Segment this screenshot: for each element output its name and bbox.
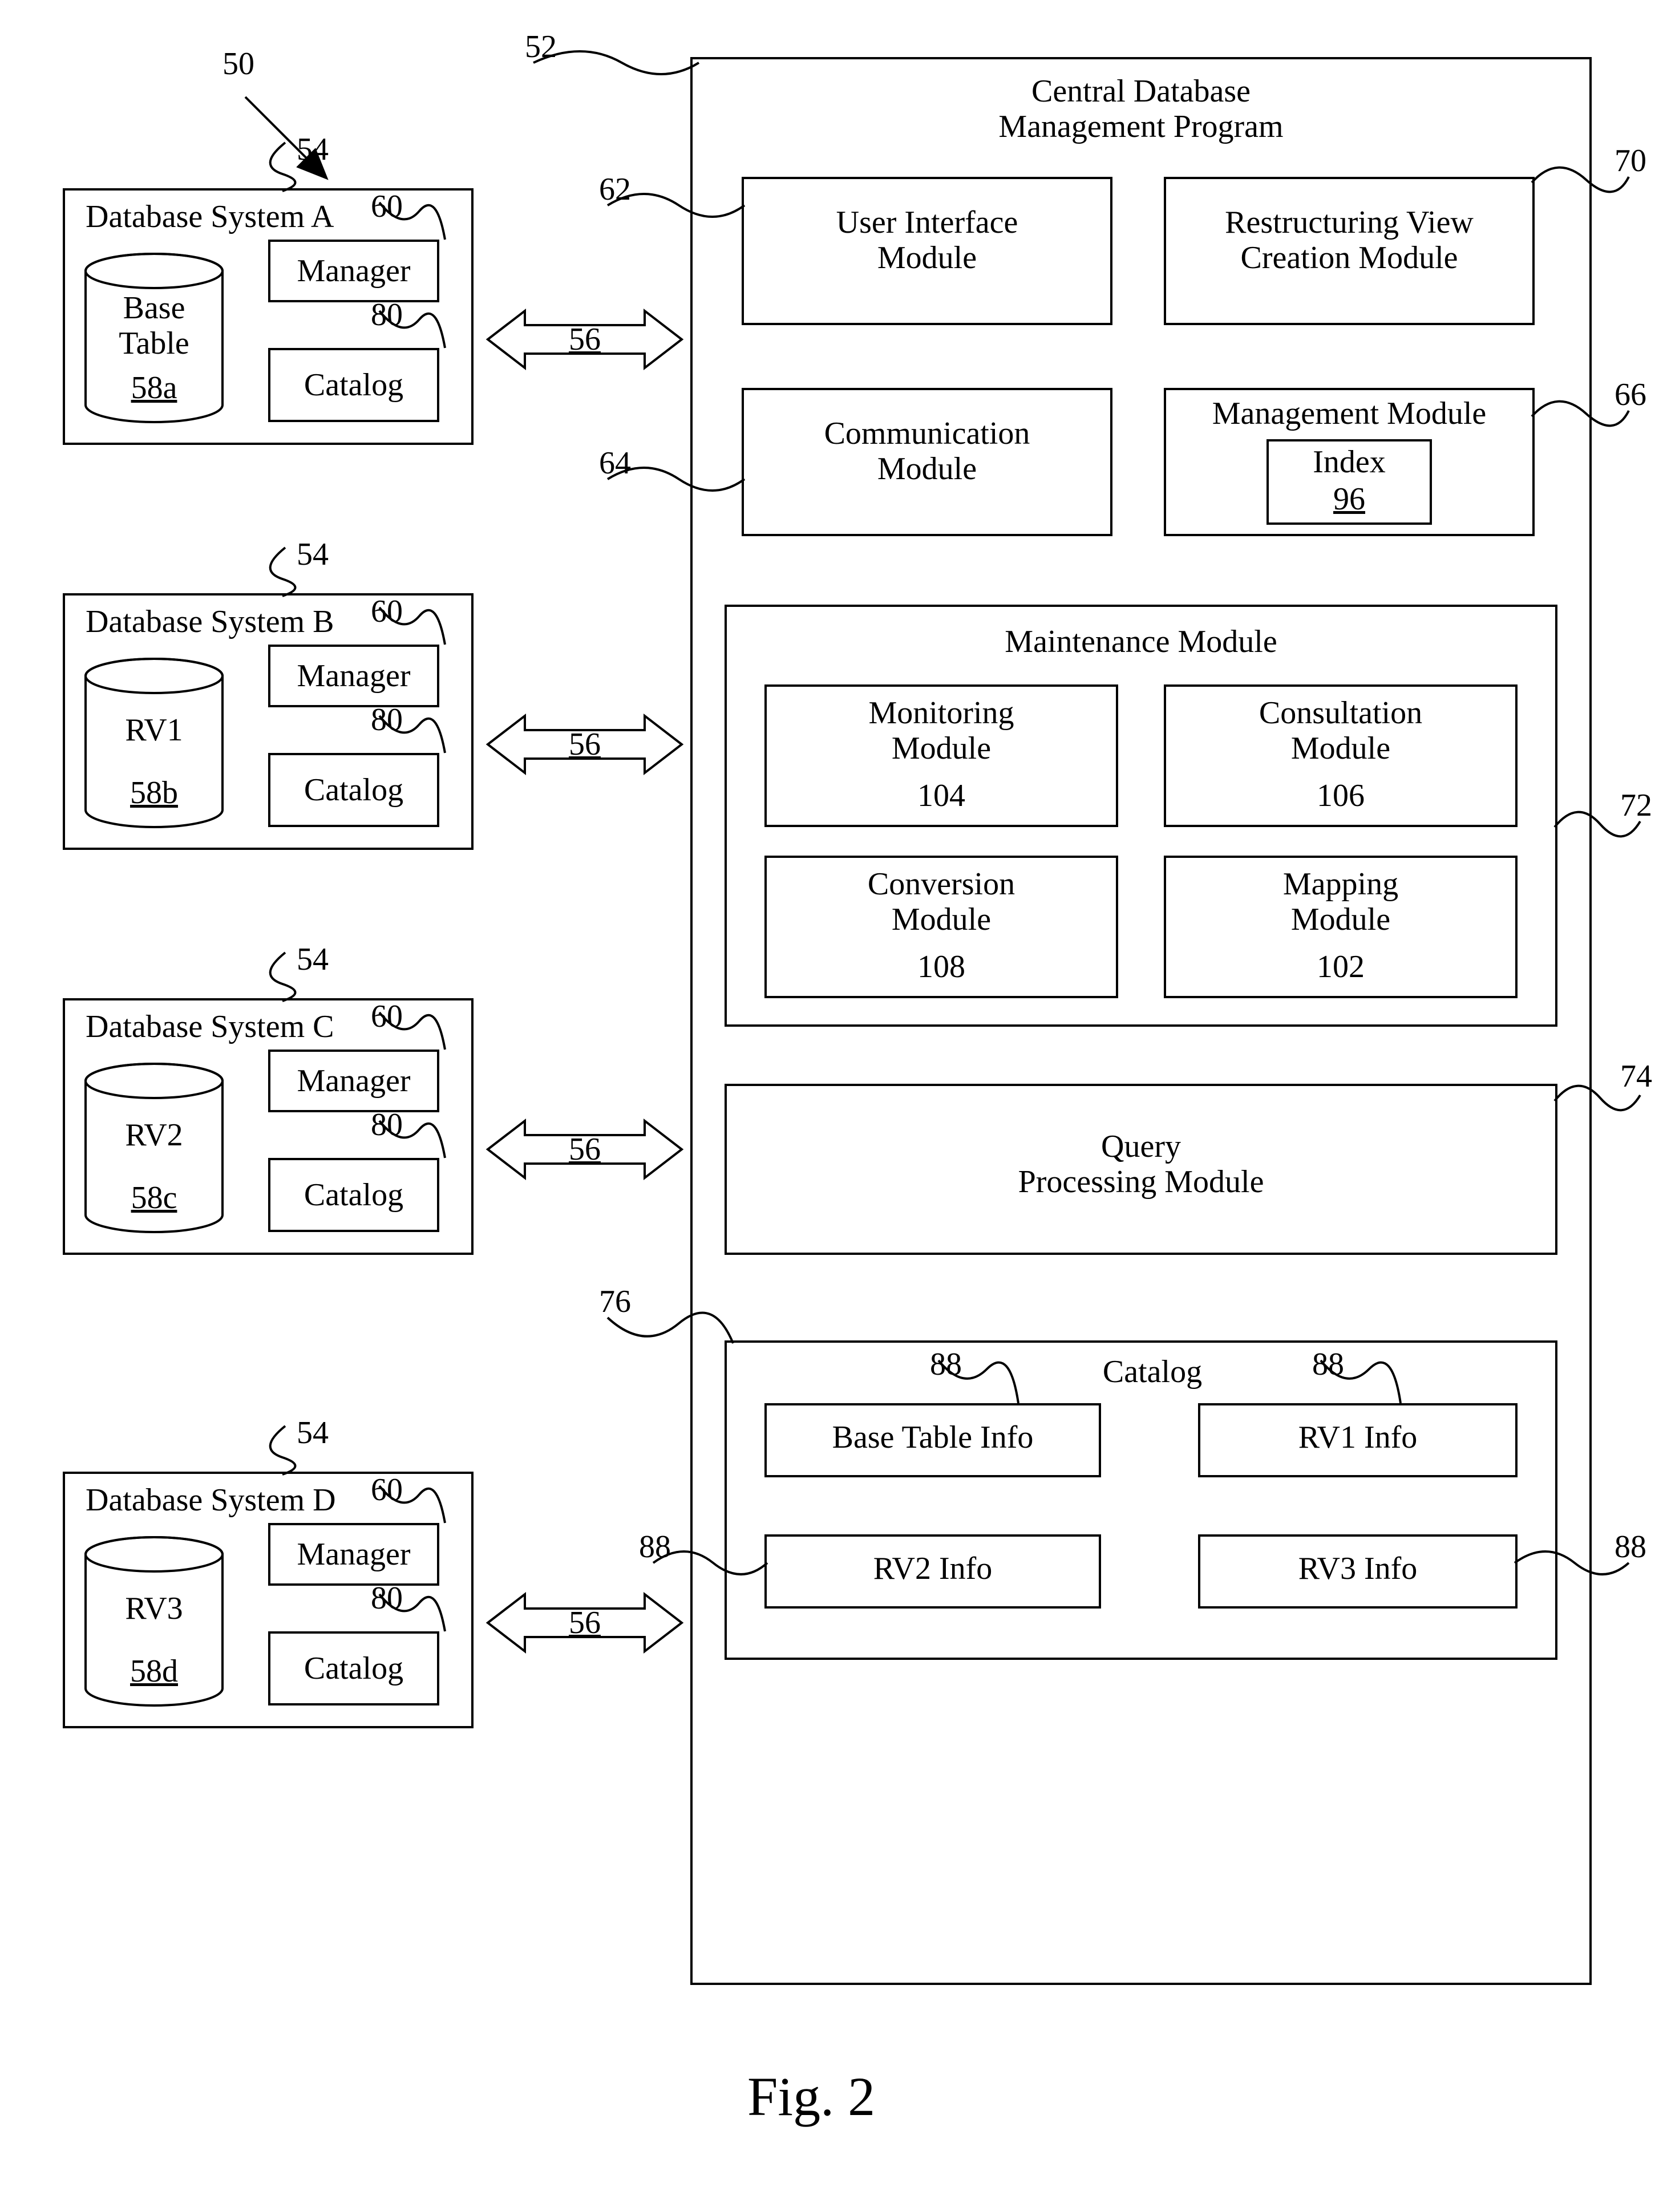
monitoring-ref: 104 bbox=[764, 779, 1118, 814]
ref-88-2: 88 bbox=[1312, 1346, 1344, 1383]
ref-52: 52 bbox=[525, 29, 557, 65]
conversion-label: Conversion Module bbox=[764, 867, 1118, 937]
ref-74: 74 bbox=[1620, 1058, 1652, 1095]
maint-label: Maintenance Module bbox=[725, 625, 1557, 660]
ref-66: 66 bbox=[1615, 376, 1646, 413]
dbB-mgr: Manager bbox=[268, 659, 439, 694]
query-label: Query Processing Module bbox=[725, 1129, 1557, 1200]
consult-ref: 106 bbox=[1164, 779, 1518, 814]
catalog-label: Catalog bbox=[1073, 1355, 1232, 1390]
ref-54d: 54 bbox=[297, 1415, 329, 1451]
dbA-title: Database System A bbox=[86, 200, 334, 235]
rv1-info-label: RV1 Info bbox=[1198, 1420, 1518, 1456]
central-title: Central Database Management Program bbox=[936, 74, 1346, 144]
mapping-ref: 102 bbox=[1164, 950, 1518, 985]
ref-72: 72 bbox=[1620, 787, 1652, 824]
dbB-58: 58b bbox=[80, 776, 228, 811]
mgmt-module-label: Management Module bbox=[1164, 396, 1535, 432]
lead-88-4 bbox=[1512, 1540, 1632, 1591]
ref-80c: 80 bbox=[371, 1107, 403, 1143]
dbA-tbl: Base Table bbox=[80, 291, 228, 361]
dbD-tbl: RV3 bbox=[80, 1591, 228, 1627]
ref-60b: 60 bbox=[371, 593, 403, 630]
ref-60c: 60 bbox=[371, 998, 403, 1035]
dbD-58: 58d bbox=[80, 1654, 228, 1690]
ref-88-4: 88 bbox=[1615, 1529, 1646, 1565]
rv2-info-label: RV2 Info bbox=[764, 1551, 1101, 1587]
arrow-A-ref: 56 bbox=[485, 322, 685, 358]
arrow-C-ref: 56 bbox=[485, 1132, 685, 1168]
dbD-cat: Catalog bbox=[268, 1651, 439, 1687]
ui-module-label: User Interface Module bbox=[742, 205, 1112, 276]
ref-80b: 80 bbox=[371, 702, 403, 738]
ref-64: 64 bbox=[599, 445, 631, 481]
conversion-ref: 108 bbox=[764, 950, 1118, 985]
index-ref: 96 bbox=[1266, 482, 1432, 517]
rv-create-label: Restructuring View Creation Module bbox=[1164, 205, 1535, 276]
bt-info-label: Base Table Info bbox=[764, 1420, 1101, 1456]
index-label: Index bbox=[1266, 445, 1432, 480]
ref-80a: 80 bbox=[371, 297, 403, 333]
arrow-B-ref: 56 bbox=[485, 727, 685, 763]
ref-54c: 54 bbox=[297, 941, 329, 978]
dbC-mgr: Manager bbox=[268, 1064, 439, 1099]
dbC-title: Database System C bbox=[86, 1010, 334, 1045]
dbC-cat: Catalog bbox=[268, 1178, 439, 1213]
ref-80d: 80 bbox=[371, 1580, 403, 1617]
consult-label: Consultation Module bbox=[1164, 696, 1518, 766]
figure-caption: Fig. 2 bbox=[747, 2065, 875, 2128]
ref-62: 62 bbox=[599, 171, 631, 208]
ref-60a: 60 bbox=[371, 188, 403, 225]
dbA-cat: Catalog bbox=[268, 368, 439, 403]
dbD-title: Database System D bbox=[86, 1483, 336, 1518]
ref-54b: 54 bbox=[297, 536, 329, 573]
ref-54a: 54 bbox=[297, 131, 329, 168]
ref-88-3: 88 bbox=[639, 1529, 671, 1565]
ref-50: 50 bbox=[222, 46, 254, 82]
mapping-label: Mapping Module bbox=[1164, 867, 1518, 937]
dbA-mgr: Manager bbox=[268, 254, 439, 289]
ref-70: 70 bbox=[1615, 143, 1646, 179]
diagram-canvas: 50 Central Database Management Program 5… bbox=[23, 23, 1636, 2189]
arrow-D-ref: 56 bbox=[485, 1606, 685, 1641]
dbC-tbl: RV2 bbox=[80, 1118, 228, 1153]
ref-76: 76 bbox=[599, 1283, 631, 1320]
dbB-cat: Catalog bbox=[268, 773, 439, 808]
monitoring-label: Monitoring Module bbox=[764, 696, 1118, 766]
dbC-58: 58c bbox=[80, 1181, 228, 1216]
dbB-tbl: RV1 bbox=[80, 713, 228, 748]
dbD-mgr: Manager bbox=[268, 1537, 439, 1573]
ref-60d: 60 bbox=[371, 1472, 403, 1508]
comm-module-label: Communication Module bbox=[742, 416, 1112, 487]
ref-88-1: 88 bbox=[930, 1346, 962, 1383]
rv3-info-label: RV3 Info bbox=[1198, 1551, 1518, 1587]
dbB-title: Database System B bbox=[86, 605, 334, 640]
dbA-58: 58a bbox=[80, 371, 228, 406]
